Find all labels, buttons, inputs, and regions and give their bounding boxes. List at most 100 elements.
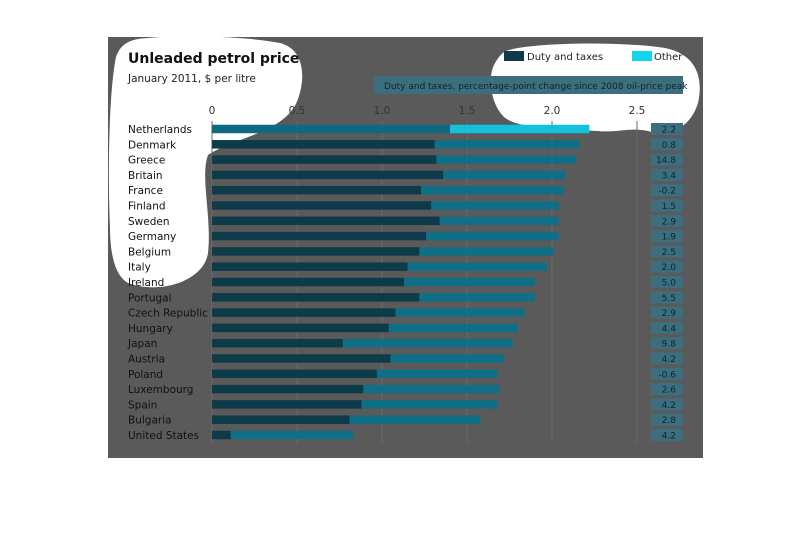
chart-subtitle: January 2011, $ per litre: [127, 73, 256, 85]
change-cell-bulgaria: [651, 413, 683, 426]
change-value-sweden: 2.9: [662, 217, 677, 227]
bar-other-bulgaria: [349, 415, 481, 424]
bar-other-greece: [436, 155, 576, 164]
change-value-czech-republic: 2.9: [662, 309, 677, 319]
bar-duty-ireland: [212, 277, 405, 287]
bar-duty-germany: [212, 231, 427, 241]
change-value-bulgaria: 2.8: [662, 416, 677, 426]
change-cell-czech-republic: [651, 306, 683, 319]
bar-duty-japan: [212, 338, 343, 348]
x-tick-label-2.5: 2.5: [629, 105, 646, 117]
change-value-greece: 14.8: [656, 156, 676, 166]
change-value-france: -0.2: [658, 187, 676, 197]
x-tick-label-1.0: 1.0: [374, 105, 391, 117]
bar-other-luxembourg: [363, 384, 500, 394]
change-value-finland: 1.5: [662, 202, 676, 212]
x-tick-label-2.0: 2.0: [544, 105, 561, 117]
bar-other-czech-republic: [395, 308, 525, 317]
change-cell-greece: [651, 153, 683, 166]
category-label-greece: Greece: [128, 155, 165, 167]
category-label-portugal: Portugal: [128, 292, 172, 304]
change-value-italy: 2.0: [662, 263, 677, 273]
change-value-portugal: 5.5: [662, 294, 676, 304]
change-value-spain: 4.2: [662, 401, 676, 411]
bar-duty-bulgaria: [212, 415, 350, 424]
petrol-price-chart: Unleaded petrol price January 2011, $ per…: [108, 37, 700, 443]
change-header-text: Duty and taxes, percentage-point change …: [384, 82, 688, 92]
chart-panel: Unleaded petrol price January 2011, $ per…: [108, 37, 703, 458]
change-value-luxembourg: 2.6: [662, 386, 677, 396]
bar-duty-czech-republic: [212, 308, 396, 317]
change-cell-italy: [651, 260, 683, 273]
bar-duty-denmark: [212, 140, 435, 149]
bar-other-belgium: [419, 247, 554, 256]
change-cell-netherlands: [651, 123, 683, 135]
change-cell-austria: [651, 352, 683, 365]
change-cell-japan: [651, 337, 683, 350]
bar-other-hungary: [388, 323, 518, 333]
bar-duty-france: [212, 185, 422, 195]
category-label-poland: Poland: [128, 369, 163, 381]
change-cell-spain: [651, 398, 683, 411]
change-value-britain: 3.4: [662, 171, 677, 181]
category-label-austria: Austria: [128, 354, 165, 366]
bar-other-denmark: [434, 140, 580, 149]
bar-duty-finland: [212, 201, 432, 210]
legend-label-other: Other: [654, 52, 683, 63]
change-cell-belgium: [651, 245, 683, 258]
change-value-belgium: 2.5: [662, 248, 676, 258]
category-label-hungary: Hungary: [128, 323, 173, 335]
legend-swatch-duty: [504, 51, 524, 61]
bar-duty-united-states: [212, 430, 231, 440]
change-cell-finland: [651, 199, 683, 212]
category-label-belgium: Belgium: [128, 246, 171, 258]
x-tick-label-1.5: 1.5: [459, 105, 476, 117]
bar-duty-greece: [212, 155, 437, 164]
change-cell-britain: [651, 168, 683, 181]
bar-other-netherlands: [450, 124, 590, 134]
bar-other-portugal: [419, 293, 535, 302]
change-cell-united-states: [651, 429, 683, 441]
change-cell-hungary: [651, 321, 683, 334]
bar-other-austria: [390, 354, 505, 363]
bar-duty-luxembourg: [212, 384, 364, 394]
change-cell-france: [651, 184, 683, 197]
category-label-spain: Spain: [128, 399, 157, 411]
category-label-britain: Britain: [128, 170, 163, 182]
change-cell-ireland: [651, 276, 683, 288]
category-label-denmark: Denmark: [128, 139, 177, 151]
category-label-germany: Germany: [128, 231, 176, 243]
category-label-bulgaria: Bulgaria: [128, 415, 172, 427]
change-value-denmark: 0.8: [662, 141, 677, 151]
change-value-netherlands: 2.2: [662, 126, 676, 136]
bar-other-spain: [361, 400, 498, 409]
bar-duty-belgium: [212, 247, 420, 256]
x-tick-label-0: 0: [209, 105, 216, 117]
category-label-netherlands: Netherlands: [128, 124, 192, 136]
bar-duty-sweden: [212, 216, 440, 226]
change-value-austria: 4.2: [662, 355, 676, 365]
category-label-czech-republic: Czech Republic: [128, 308, 208, 320]
change-cell-poland: [651, 367, 683, 380]
change-value-hungary: 4.4: [662, 324, 677, 334]
x-tick-label-0.5: 0.5: [289, 105, 306, 117]
change-cell-denmark: [651, 138, 683, 151]
category-label-ireland: Ireland: [128, 277, 164, 289]
change-value-united-states: 4.2: [662, 432, 676, 442]
bar-other-italy: [407, 262, 547, 271]
change-cell-germany: [651, 230, 683, 243]
category-label-italy: Italy: [128, 262, 151, 274]
change-cell-portugal: [651, 291, 683, 304]
category-label-sweden: Sweden: [128, 216, 170, 228]
bar-duty-austria: [212, 354, 391, 363]
bar-duty-britain: [212, 170, 444, 180]
category-label-united-states: United States: [128, 430, 199, 442]
bar-other-sweden: [439, 216, 559, 226]
bar-other-united-states: [230, 430, 354, 440]
bar-duty-poland: [212, 369, 377, 379]
change-cell-luxembourg: [651, 383, 683, 396]
bar-other-france: [421, 185, 564, 195]
change-header-band: [374, 76, 683, 94]
bar-other-poland: [376, 369, 498, 379]
change-value-ireland: 5.0: [662, 279, 677, 289]
